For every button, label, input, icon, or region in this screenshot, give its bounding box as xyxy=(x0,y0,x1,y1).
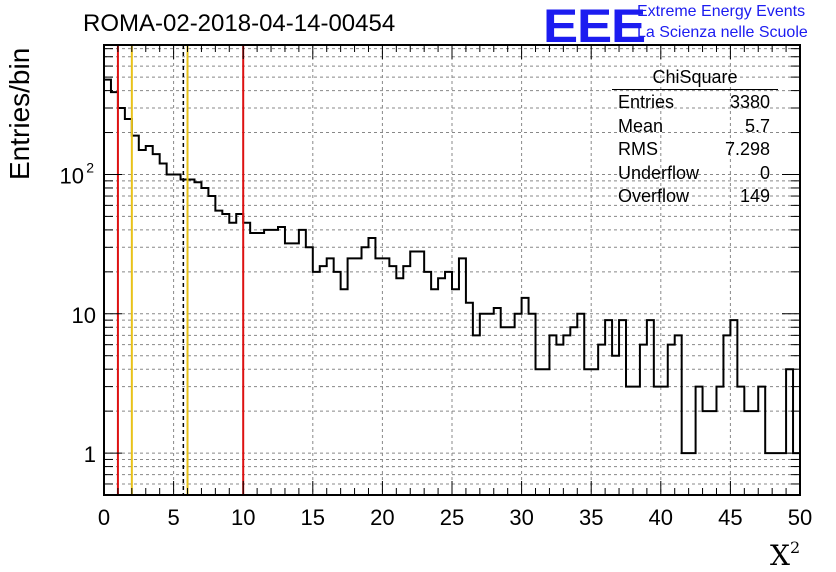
x-tick-label: 5 xyxy=(167,505,179,530)
x-tick-label: 45 xyxy=(718,505,742,530)
x-tick-label: 35 xyxy=(579,505,603,530)
logo-line-2: La Scienza nelle Scuole xyxy=(637,24,808,41)
stats-title: ChiSquare xyxy=(612,67,778,90)
histogram-series xyxy=(104,78,800,455)
stats-row-rms: RMS 7.298 xyxy=(612,139,778,163)
logo-line-1: Extreme Energy Events xyxy=(637,3,806,20)
x-tick-label: 10 xyxy=(231,505,255,530)
y-tick-label-base: 10 xyxy=(60,163,84,188)
y-tick-label-exponent: 2 xyxy=(86,159,94,175)
stats-value: 0 xyxy=(759,162,770,183)
x-tick-label: 25 xyxy=(440,505,464,530)
y-axis-label: Entries/bin xyxy=(4,47,35,180)
histogram-group xyxy=(104,45,800,495)
x-tick-label: 40 xyxy=(649,505,673,530)
x-tick-label: 30 xyxy=(509,505,533,530)
stats-label: RMS xyxy=(618,139,658,159)
stats-row-underflow: Underflow 0 xyxy=(612,163,778,187)
stats-row-mean: Mean 5.7 xyxy=(612,116,778,140)
stats-value: 7.298 xyxy=(724,139,770,159)
y-tick-label: 1 xyxy=(84,442,96,467)
stats-value: 5.7 xyxy=(744,115,770,136)
stats-label: Overflow xyxy=(618,186,690,206)
x-axis-label: X2 xyxy=(770,538,801,572)
run-title: ROMA-02-2018-04-14-00454 xyxy=(83,10,396,37)
eee-logo: EEE xyxy=(543,0,646,52)
x-tick-label: 20 xyxy=(370,505,394,530)
x-tick-label: 50 xyxy=(788,505,812,530)
stats-label: Underflow xyxy=(618,162,700,183)
y-tick-label: 10 xyxy=(60,163,84,188)
x-tick-label: 0 xyxy=(98,505,110,530)
stats-box: ChiSquare Entries 3380 Mean 5.7 RMS 7.298 Unde… xyxy=(612,67,778,210)
stats-label: Mean xyxy=(618,115,664,136)
stats-label: Entries xyxy=(618,92,675,112)
stats-row-overflow: Overflow 149 xyxy=(612,186,778,210)
stats-value: 149 xyxy=(739,186,770,206)
stats-value: 3380 xyxy=(729,92,770,112)
stats-row-entries: Entries 3380 xyxy=(612,92,778,116)
y-tick-label: 10 xyxy=(72,303,96,328)
x-tick-label: 15 xyxy=(301,505,325,530)
